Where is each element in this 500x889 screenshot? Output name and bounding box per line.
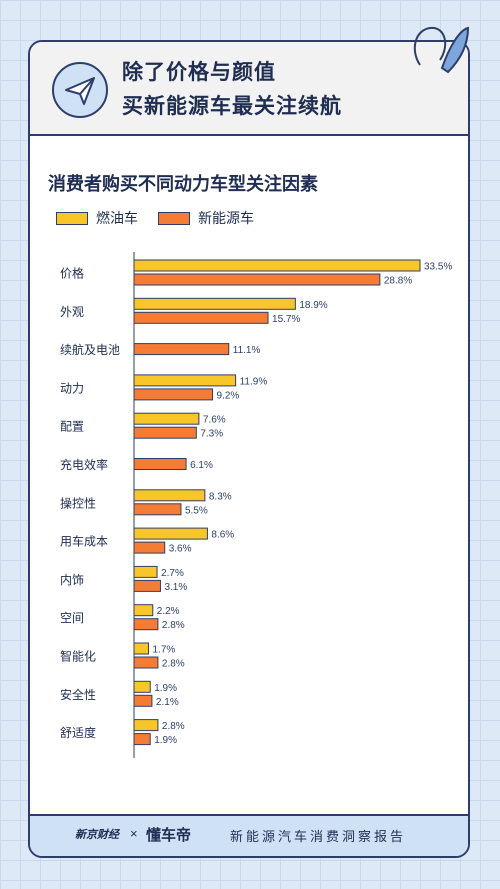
bar-ev [133,311,269,324]
data-label: 3.1% [164,582,187,593]
bar-ev [133,273,381,286]
bar-fuel [133,374,237,387]
bar-fuel [133,642,150,655]
legend-label-fuel: 燃油车 [96,210,138,226]
data-label: 2.2% [157,606,180,617]
category-label: 内饰 [60,573,84,587]
data-label: 2.8% [162,721,185,732]
data-label: 11.9% [240,376,268,387]
bar-fuel [133,604,154,617]
data-label: 8.3% [209,491,232,502]
clip-decoration-icon [413,26,470,74]
data-label: 7.6% [203,415,226,426]
chart-title: 消费者购买不同动力车型关注因素 [48,174,318,194]
bar-ev [133,388,214,401]
data-label: 18.9% [299,300,327,311]
category-label: 配置 [60,420,84,434]
bar-fuel [133,527,208,540]
data-label: 5.5% [185,505,208,516]
data-label: 2.1% [156,697,179,708]
legend-item-ev: 新能源车 [158,208,254,228]
report-card: 除了价格与颜值 买新能源车最关注续航 消费者购买不同动力车型关注因素 燃油车 新… [28,40,470,858]
data-label: 2.7% [161,568,184,579]
bar-ev [133,733,151,746]
page-title-line2: 买新能源车最关注续航 [122,95,342,118]
bar-fuel [133,680,151,693]
legend-swatch-ev [158,211,190,225]
data-label: 9.2% [217,390,240,401]
page-title-line1: 除了价格与颜值 [122,61,276,84]
bar-fuel [133,719,159,732]
category-label: 舒适度 [60,725,96,740]
bar-ev [133,426,197,439]
data-label: 28.8% [384,276,412,287]
footer-bar: 新京财经 × 懂车帝 新能源汽车消费洞察报告 [30,814,468,856]
header-panel: 除了价格与颜值 买新能源车最关注续航 [30,42,468,136]
bar-fuel [133,259,421,272]
data-label: 1.9% [154,735,177,746]
bar-ev [133,618,159,631]
paper-plane-badge [52,62,108,118]
category-label: 智能化 [60,649,96,664]
data-label: 6.1% [190,460,213,471]
data-label: 33.5% [424,262,452,273]
category-label: 充电效率 [60,457,108,472]
bar-chart: 价格 33.5% 28.8% 外观 18.9% 15.7% 续航及电池 11.1% 动力 11.9… [60,252,452,758]
category-label: 操控性 [60,495,96,510]
data-label: 2.8% [162,620,185,631]
legend-item-fuel: 燃油车 [56,208,138,228]
category-label: 价格 [60,266,84,281]
bar-fuel [133,489,206,502]
category-label: 用车成本 [60,534,108,549]
data-label: 2.8% [162,659,185,670]
bar-ev [133,458,187,470]
bar-ev [133,694,153,707]
bar-ev [133,656,159,669]
category-label: 外观 [60,305,84,319]
data-label: 7.3% [200,429,223,440]
bar-fuel [133,297,296,310]
bar-fuel [133,565,158,578]
bar-fuel [133,412,200,425]
footer-logo-right: 懂车帝 [146,827,192,844]
legend-swatch-fuel [56,211,88,225]
data-label: 11.1% [233,345,261,356]
data-label: 15.7% [272,314,300,325]
footer-separator: × [130,826,138,841]
bar-ev [133,503,182,516]
bar-ev [133,343,230,356]
data-label: 3.6% [169,544,192,555]
category-label: 续航及电池 [60,342,120,357]
category-label: 动力 [60,381,84,395]
paper-plane-icon [65,77,95,105]
legend-label-ev: 新能源车 [198,210,254,226]
footer-report-title: 新能源汽车消费洞察报告 [230,829,407,844]
bar-ev [133,541,166,554]
category-label: 安全性 [60,687,96,702]
bar-ev [133,579,161,592]
category-label: 空间 [60,611,84,625]
data-label: 1.9% [154,683,177,694]
data-label: 8.6% [211,530,234,541]
data-label: 1.7% [153,645,176,656]
footer-logo-left: 新京财经 [75,829,119,841]
